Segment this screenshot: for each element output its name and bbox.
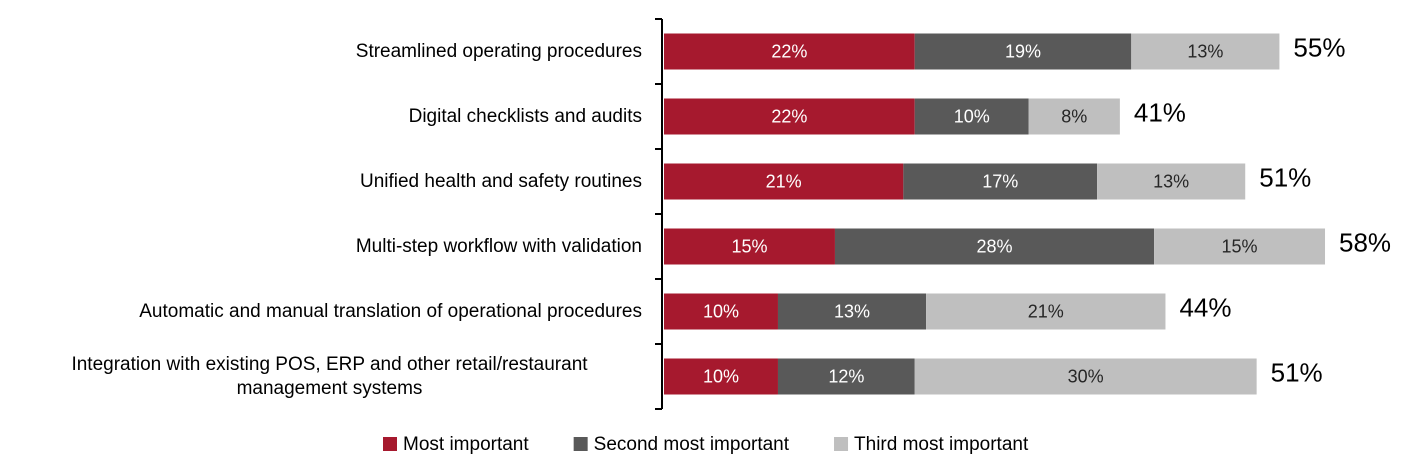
bar-segment <box>664 33 915 70</box>
bar-value-label: 22% <box>771 41 807 61</box>
bar-segment <box>834 228 1155 265</box>
bar-segment <box>1097 163 1246 200</box>
bar-value-label: 19% <box>1005 41 1041 61</box>
bar-value-label: 21% <box>1028 301 1064 321</box>
total-label: 51% <box>1259 162 1311 192</box>
bar-segment <box>914 358 1257 395</box>
legend-swatch <box>834 437 849 451</box>
legend-label: Second most important <box>594 434 790 455</box>
total-label: 41% <box>1134 97 1186 127</box>
bar-segment <box>777 293 927 330</box>
bar-segment <box>664 358 778 395</box>
total-label: 58% <box>1339 227 1391 257</box>
bar-segment <box>914 33 1132 70</box>
bar-value-label: 10% <box>954 106 990 126</box>
bar-value-label: 13% <box>834 301 870 321</box>
bar-value-label: 21% <box>766 171 802 191</box>
legend-swatch <box>573 437 588 451</box>
legend-label: Most important <box>403 434 529 455</box>
bar-value-label: 28% <box>976 236 1012 256</box>
category-label: Multi-step workflow with validation <box>355 235 642 257</box>
bar-value-label: 15% <box>1222 236 1258 256</box>
legend-label: Third most important <box>854 434 1029 455</box>
bar-segment <box>1028 98 1120 135</box>
category-label: Automatic and manual translation of oper… <box>139 300 642 322</box>
category-label: Unified health and safety routines <box>359 170 642 192</box>
bar-value-label: 10% <box>703 366 739 386</box>
bar-value-label: 13% <box>1153 171 1189 191</box>
category-label: Digital checklists and audits <box>408 105 642 127</box>
legend-swatch <box>383 437 397 451</box>
bar-value-label: 22% <box>771 106 807 126</box>
bar-segment <box>1131 33 1280 70</box>
bar-value-label: 30% <box>1068 366 1104 386</box>
total-label: 44% <box>1179 292 1231 322</box>
bar-segment <box>903 163 1098 200</box>
bar-value-label: 8% <box>1061 106 1087 126</box>
category-label: Streamlined operating procedures <box>355 40 642 62</box>
bar-segment <box>664 98 915 135</box>
bar-value-label: 10% <box>703 301 739 321</box>
bar-segment <box>664 293 778 330</box>
total-label: 51% <box>1271 357 1323 387</box>
bar-segment <box>914 98 1029 135</box>
bar-value-label: 13% <box>1187 41 1223 61</box>
bar-value-label: 17% <box>982 171 1018 191</box>
total-label: 55% <box>1293 32 1345 62</box>
bar-value-label: 15% <box>731 236 767 256</box>
bar-segment <box>664 163 904 200</box>
bar-segment <box>664 228 835 265</box>
bar-segment <box>926 293 1166 330</box>
bar-segment <box>777 358 915 395</box>
category-label: Integration with existing POS, ERP and o… <box>71 353 588 399</box>
bar-segment <box>1154 228 1326 265</box>
bar-value-label: 12% <box>828 366 864 386</box>
